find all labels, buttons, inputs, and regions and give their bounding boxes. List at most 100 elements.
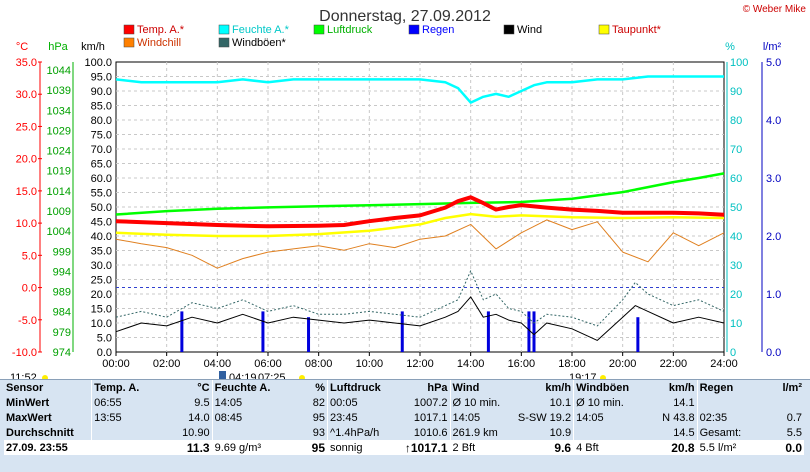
legend-swatch xyxy=(598,24,610,35)
lm2-tick-label: 1.0 xyxy=(766,289,781,301)
statistics-panel: Sensor Temp. A. °C Feuchte A. % Luftdruc… xyxy=(0,379,810,472)
chart-title: Donnerstag, 27.09.2012 xyxy=(319,8,491,25)
cell: 5.5 xyxy=(786,426,802,439)
rain-bars xyxy=(180,311,640,352)
hdr-wind-unit: km/h xyxy=(545,381,572,394)
hdr-rain: Regen xyxy=(696,380,755,395)
cell: 10.9 xyxy=(549,426,572,439)
series-windchill xyxy=(115,219,725,269)
unit-celsius: °C xyxy=(16,41,28,53)
cell-value: 43.8 xyxy=(673,411,695,424)
legend-label: Temp. A.* xyxy=(137,24,185,36)
cell: 10.90 xyxy=(182,426,210,439)
cell: 08:45 xyxy=(211,410,278,425)
celsius-tick-label: 30.0 xyxy=(16,89,37,101)
legend-label: Windchill xyxy=(137,37,181,49)
unit-kmh: km/h xyxy=(81,41,105,53)
cell: 9.5 xyxy=(194,396,210,409)
hdr-press-unit: hPa xyxy=(427,381,448,394)
row-avg: Durchschnitt 10.90 93 ^1.4hPa/h 1010.6 2… xyxy=(4,425,804,440)
kmh-tick-label: 15.0 xyxy=(91,304,112,316)
series-taupunkt xyxy=(115,212,725,238)
kmh-tick-label: 45.0 xyxy=(91,217,112,229)
cell xyxy=(696,395,755,410)
hpa-tick-label: 1004 xyxy=(47,226,71,238)
kmh-tick-label: 85.0 xyxy=(91,101,112,113)
series-windböen xyxy=(115,270,725,327)
celsius-tick-label: 5.0 xyxy=(22,250,37,262)
hdr-wind: Wind xyxy=(449,380,514,395)
cell: 11.3 xyxy=(146,440,213,455)
axes: 35.0 30.0 25.0 20.0 15.0 10.0 5.0 0.0 -5.0 -10.0 1… xyxy=(12,57,781,359)
x-tick-label: 02:00 xyxy=(153,358,181,370)
cell xyxy=(91,440,147,455)
weather-chart: Donnerstag, 27.09.2012 © Weber Mike Temp… xyxy=(10,4,807,380)
percent-tick-label: 70 xyxy=(730,144,742,156)
cell-value: 19.2 xyxy=(549,411,572,424)
legend-swatch xyxy=(313,24,325,35)
row-label: MaxWert xyxy=(6,411,52,424)
unit-labels: °C hPa km/h % l/m² xyxy=(16,41,782,53)
cell: 0.0 xyxy=(754,440,804,455)
hdr-temp: Temp. A. xyxy=(91,380,147,395)
cell: 14.0 xyxy=(188,411,210,424)
cell: 14:05 xyxy=(449,410,514,425)
x-tick-label: 08:00 xyxy=(305,358,333,370)
legend-label: Regen xyxy=(422,24,454,36)
cell: 9.6 xyxy=(513,440,574,455)
cell: 14:05 xyxy=(211,395,278,410)
legend: Temp. A.* Feuchte A.* Luftdruck Regen Wind Ta… xyxy=(123,24,662,49)
kmh-tick-label: 35.0 xyxy=(91,246,112,258)
percent-tick-label: 40 xyxy=(730,231,742,243)
percent-tick-label: 10 xyxy=(730,318,742,330)
kmh-tick-label: 60.0 xyxy=(91,173,112,185)
cell: 93 xyxy=(312,426,326,439)
hpa-tick-label: 1044 xyxy=(47,65,71,77)
row-label: MinWert xyxy=(6,396,50,409)
moon-time: 19:17 xyxy=(569,372,597,380)
kmh-tick-label: 75.0 xyxy=(91,130,112,142)
percent-tick-label: 30 xyxy=(730,260,742,272)
kmh-tick-label: 90.0 xyxy=(91,86,112,98)
sunrise-time: 04:19 xyxy=(229,372,257,380)
celsius-tick-label: 15.0 xyxy=(16,186,37,198)
cell: S-SW 19.2 xyxy=(513,410,573,425)
x-tick-label: 16:00 xyxy=(508,358,536,370)
cell: 0.7 xyxy=(786,411,802,424)
hpa-tick-label: 1029 xyxy=(47,125,71,137)
cell: Ø 10 min. xyxy=(449,395,514,410)
moon-icon xyxy=(600,375,606,380)
cell: 9.69 g/m³ xyxy=(211,440,278,455)
cell: 13:55 xyxy=(91,410,147,425)
hdr-gust-unit: km/h xyxy=(668,381,695,394)
lm2-tick-label: 4.0 xyxy=(766,115,781,127)
row-current: 27.09. 23:55 11.3 9.69 g/m³ 95 sonnig ↑1… xyxy=(4,440,804,455)
kmh-tick-label: 95.0 xyxy=(91,72,112,84)
sunset-time: 07:25 xyxy=(258,372,286,380)
celsius-tick-label: -10.0 xyxy=(12,347,37,359)
cell: 23:45 xyxy=(327,410,393,425)
percent-tick-label: 50 xyxy=(730,202,742,214)
rain-bar xyxy=(527,311,531,352)
legend-swatch xyxy=(218,37,230,48)
kmh-tick-label: 0.0 xyxy=(97,347,112,359)
percent-tick-label: 0 xyxy=(730,347,736,359)
sun-icon xyxy=(42,375,48,380)
x-tick-label: 10:00 xyxy=(356,358,384,370)
kmh-tick-label: 30.0 xyxy=(91,260,112,272)
wind-direction: S-SW xyxy=(517,411,547,424)
percent-tick-label: 80 xyxy=(730,115,742,127)
cell: 4 Bft xyxy=(573,440,637,455)
legend-label: Luftdruck xyxy=(327,24,373,36)
cell: 95 xyxy=(312,411,326,424)
celsius-tick-label: 0.0 xyxy=(22,283,37,295)
cell: 82 xyxy=(312,396,326,409)
hdr-sensor: Sensor xyxy=(6,381,44,394)
series-temp-a xyxy=(115,195,725,229)
rain-bar xyxy=(261,311,265,352)
row-label: 27.09. 23:55 xyxy=(4,440,92,455)
copyright-label: © Weber Mike xyxy=(743,4,807,15)
legend-swatch xyxy=(218,24,230,35)
rain-bar xyxy=(486,311,490,352)
percent-tick-label: 100 xyxy=(730,57,748,69)
